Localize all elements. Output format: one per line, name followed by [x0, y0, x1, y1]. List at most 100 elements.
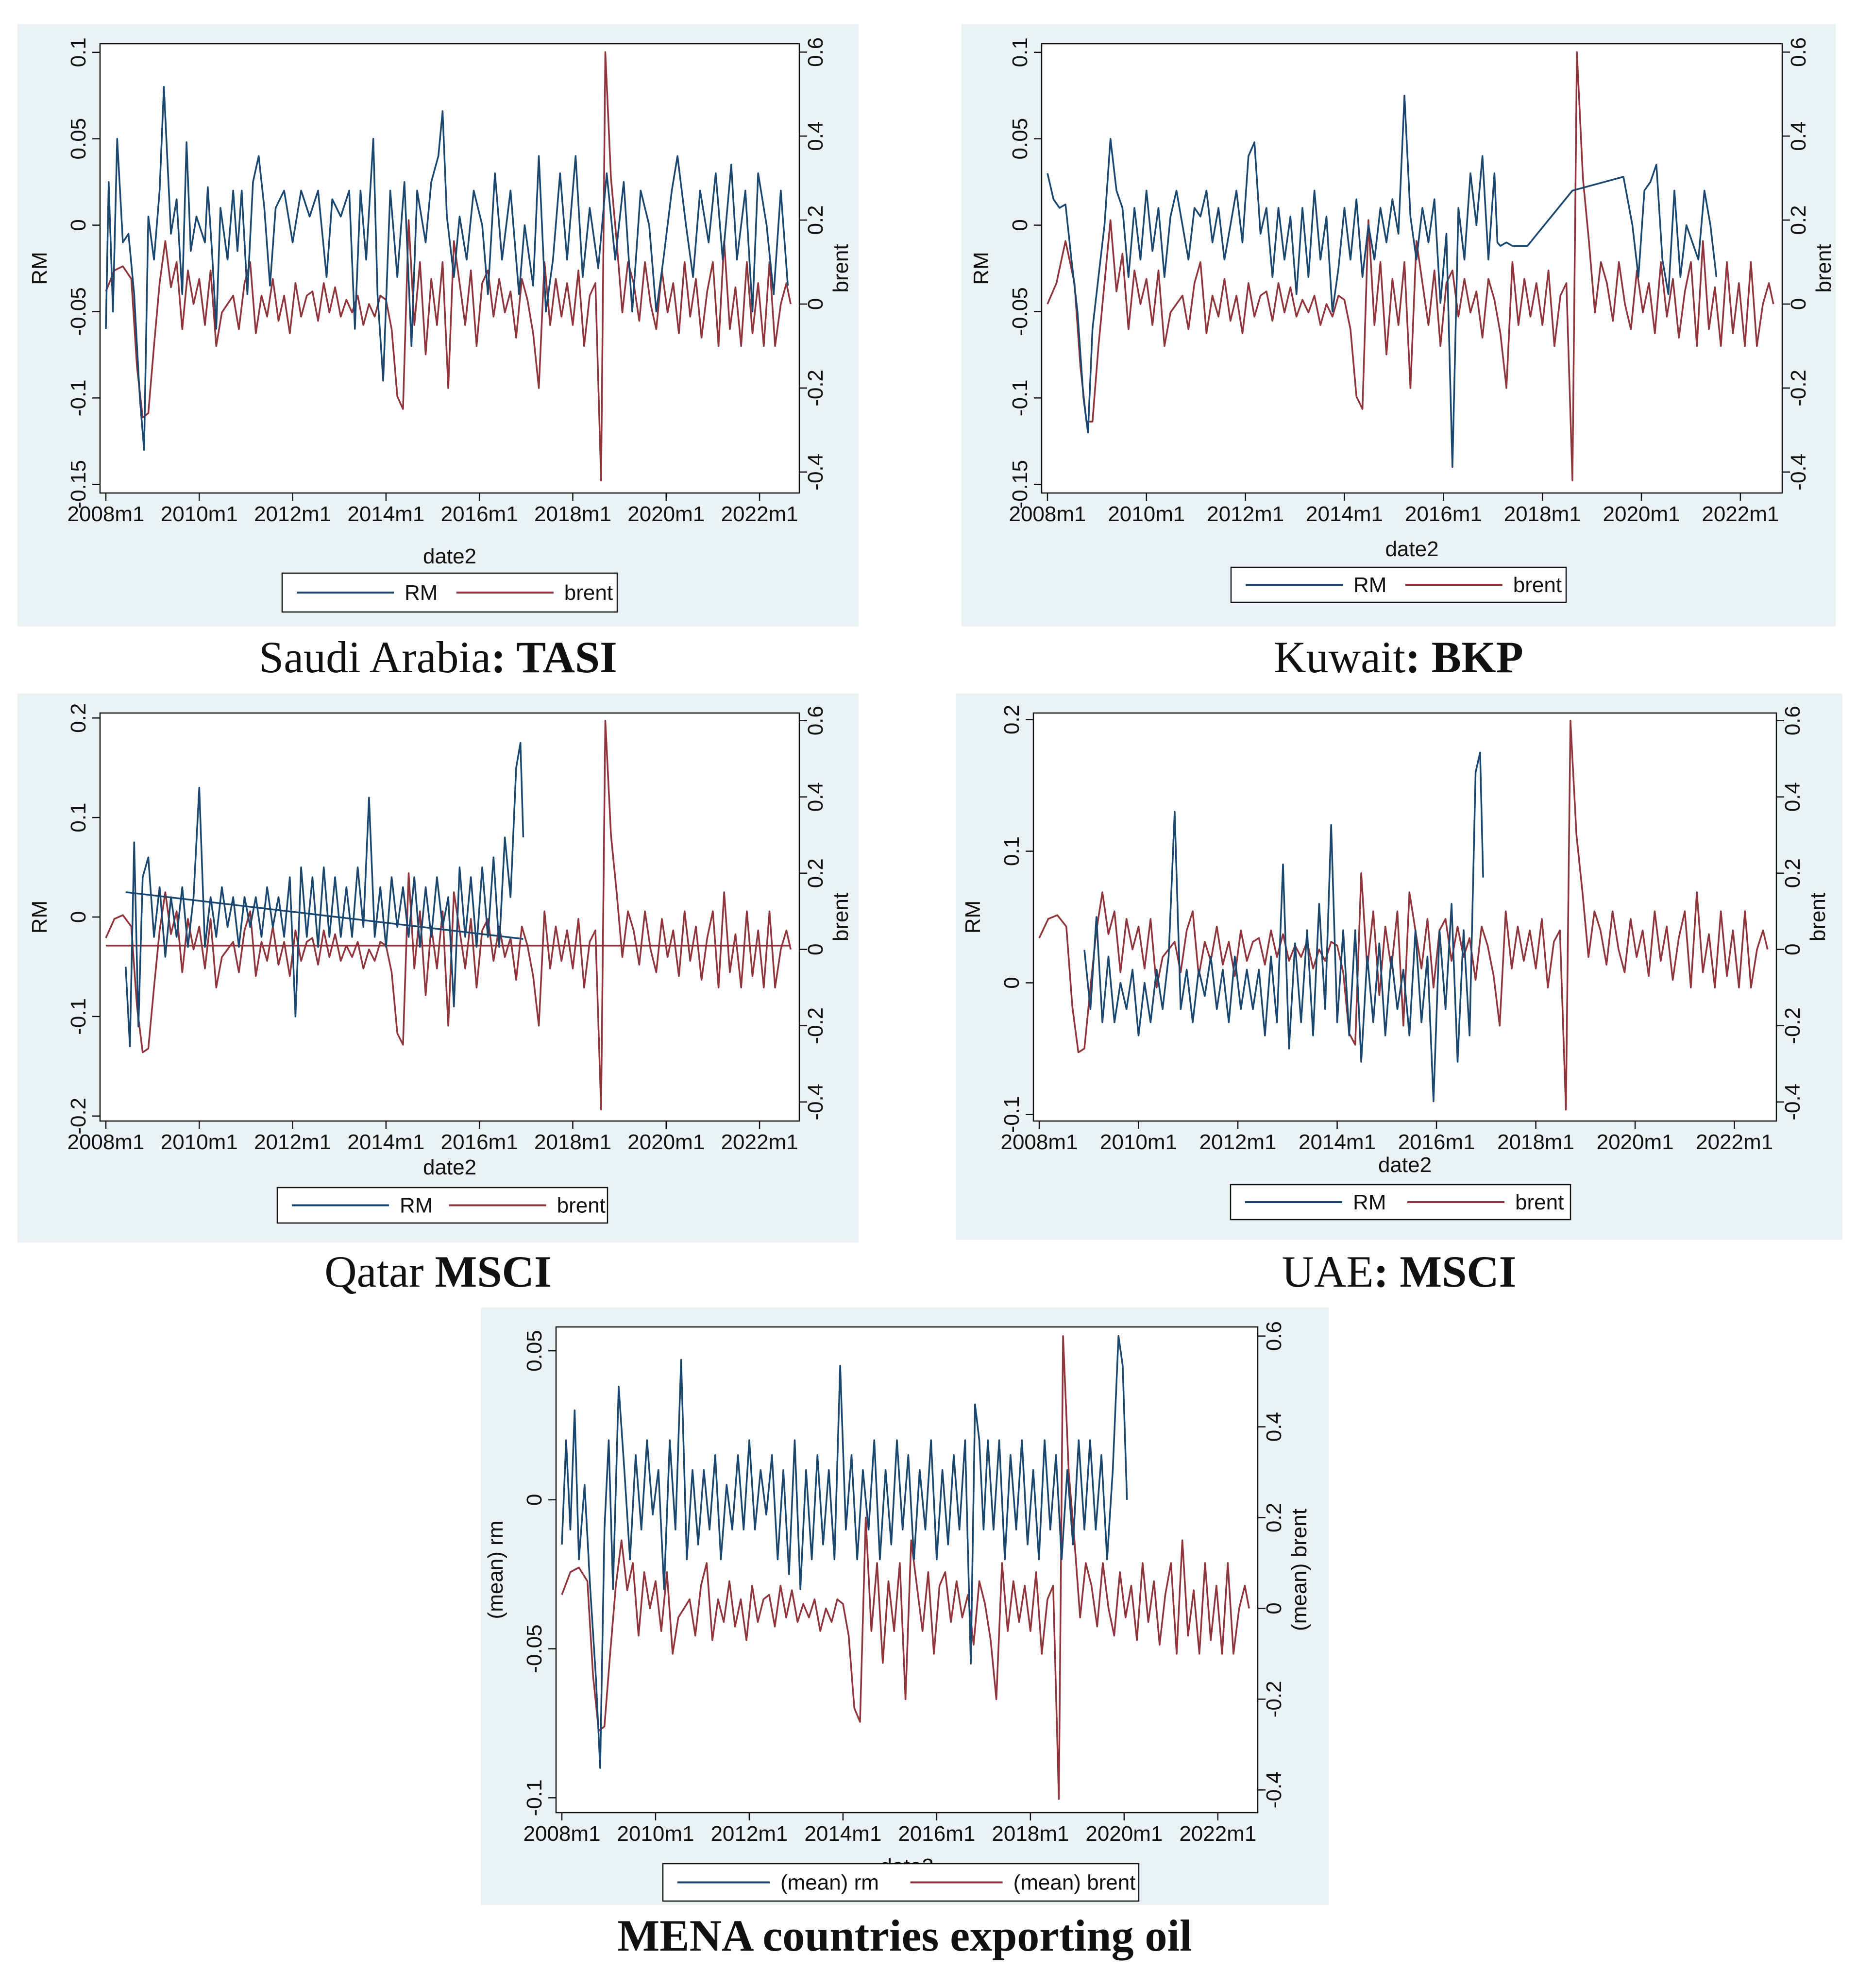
y-right-tick-label: 0	[1787, 298, 1810, 310]
y-left-tick-label: -0.1	[1000, 1096, 1024, 1133]
y-right-tick-label: 0.4	[1262, 1412, 1286, 1442]
x-tick-label: 2022m1	[721, 502, 798, 526]
x-tick-label: 2008m1	[523, 1822, 600, 1846]
y-left-tick-label: -0.05	[523, 1624, 546, 1673]
y-left-tick-label: 0.05	[523, 1330, 546, 1372]
caption-qatar-plain: Qatar	[324, 1247, 435, 1296]
x-axis-label: date2	[1385, 537, 1438, 561]
y-right-tick-label: -0.2	[804, 370, 827, 407]
series-line-brent	[105, 719, 792, 1111]
series-line-rm-trend	[125, 891, 523, 940]
y-left-tick-label: 0.2	[1000, 705, 1024, 734]
x-axis-label: date2	[423, 1155, 476, 1179]
legend-label-brent: brent	[564, 581, 613, 605]
x-tick-label: 2022m1	[1179, 1822, 1256, 1846]
y-right-tick-label: 0.6	[1262, 1321, 1286, 1351]
legend-label-rm: RM	[1353, 1190, 1386, 1214]
caption-saudi-arabia: Saudi Arabia: TASI	[17, 631, 859, 683]
x-tick-label: 2020m1	[1603, 502, 1680, 526]
y-left-tick-label: -0.1	[523, 1779, 546, 1816]
y-left-tick-label: 0.05	[1008, 118, 1032, 160]
caption-mena-bold: MENA countries exporting oil	[617, 1911, 1192, 1960]
x-axis-label: date2	[1378, 1153, 1432, 1177]
legend-label-rm: RM	[405, 581, 438, 605]
x-tick-label: 2010m1	[617, 1822, 694, 1846]
plot-area	[99, 43, 800, 494]
y-right-tick-label: 0.6	[1781, 706, 1805, 735]
y-left-axis-label: RM	[961, 901, 985, 934]
x-tick-label: 2022m1	[1702, 502, 1779, 526]
caption-mena: MENA countries exporting oil	[481, 1910, 1329, 1961]
caption-kuwait-bold: : BKP	[1405, 632, 1523, 682]
y-left-tick-label: 0.1	[67, 37, 90, 67]
chart-saudi-arabia: 2008m1 2010m1 2012m1 2014m1 2016m1 2018m1 2020…	[28, 37, 853, 613]
x-tick-label: 2010m1	[1100, 1130, 1177, 1154]
y-left-axis-label: RM	[28, 252, 51, 285]
caption-qatar: Qatar MSCI	[17, 1246, 859, 1297]
x-tick-label: 2010m1	[161, 1130, 238, 1154]
y-left-tick-label: 0.1	[1000, 836, 1024, 866]
x-tick-label: 2022m1	[1696, 1130, 1773, 1154]
legend-label-brent: (mean) brent	[1013, 1871, 1136, 1895]
y-right-tick-label: -0.4	[1262, 1771, 1286, 1808]
y-right-tick-label: 0.4	[804, 121, 827, 151]
y-right-tick-label: 0	[804, 298, 827, 310]
x-tick-label: 2008m1	[1000, 1130, 1078, 1154]
x-tick-label: 2012m1	[254, 1130, 331, 1154]
y-right-axis-label: brent	[829, 244, 853, 292]
y-left-tick-label: 0.1	[67, 803, 90, 833]
x-tick-label: 2020m1	[627, 1130, 705, 1154]
y-right-axis-label: brent	[1812, 244, 1836, 292]
y-left-tick-label: 0.2	[67, 703, 90, 733]
y-right-tick-label: 0	[804, 943, 827, 955]
y-right-tick-label: 0.2	[804, 858, 827, 888]
x-tick-label: 2022m1	[721, 1130, 798, 1154]
chart-qatar: 2008m1 2010m1 2012m1 2014m1 2016m1 2018m1 2020…	[28, 703, 853, 1224]
legend-label-brent: brent	[557, 1194, 606, 1218]
x-tick-label: 2008m1	[1009, 502, 1086, 526]
caption-uae-plain: UAE	[1282, 1247, 1374, 1296]
x-tick-label: 2016m1	[441, 1130, 518, 1154]
y-left-tick-label: -0.1	[67, 998, 90, 1035]
x-tick-label: 2012m1	[254, 502, 331, 526]
y-right-tick-label: 0.6	[1787, 37, 1810, 67]
x-tick-label: 2010m1	[161, 502, 238, 526]
series-line-rm	[1083, 751, 1484, 1103]
series-line-brent	[1047, 51, 1774, 481]
caption-uae: UAE: MSCI	[956, 1246, 1842, 1297]
y-right-tick-label: -0.2	[804, 1007, 827, 1044]
x-tick-label: 2012m1	[1207, 502, 1284, 526]
y-right-tick-label: 0	[1262, 1602, 1286, 1614]
y-right-tick-label: -0.2	[1787, 370, 1810, 407]
y-left-axis-label: RM	[28, 901, 51, 934]
y-right-tick-label: -0.2	[1781, 1007, 1805, 1044]
y-right-tick-label: 0.4	[1781, 782, 1805, 812]
caption-qatar-bold: MSCI	[435, 1247, 552, 1296]
legend-label-rm: RM	[1353, 573, 1386, 597]
x-tick-label: 2016m1	[441, 502, 518, 526]
y-right-tick-label: 0.6	[804, 37, 827, 67]
x-tick-label: 2012m1	[710, 1822, 788, 1846]
y-right-tick-label: 0.2	[1262, 1503, 1286, 1532]
x-tick-label: 2014m1	[1306, 502, 1383, 526]
y-right-tick-label: 0.2	[1781, 858, 1805, 888]
x-tick-label: 2014m1	[1299, 1130, 1376, 1154]
x-tick-label: 2008m1	[67, 1130, 144, 1154]
plot-area	[1041, 43, 1783, 494]
y-right-tick-label: 0.2	[804, 205, 827, 235]
y-left-tick-label: 0	[523, 1494, 546, 1506]
x-tick-label: 2018m1	[1497, 1130, 1574, 1154]
y-left-tick-label: 0	[67, 219, 90, 231]
series-line-rm	[125, 742, 524, 1048]
y-left-tick-label: -0.05	[1008, 287, 1032, 336]
x-tick-label: 2018m1	[534, 1130, 611, 1154]
y-right-tick-label: 0.6	[804, 706, 827, 735]
x-tick-label: 2018m1	[534, 502, 611, 526]
series-line--mean-brent	[561, 1335, 1250, 1800]
series-line-rm	[105, 86, 789, 451]
legend-label-brent: brent	[1513, 573, 1562, 597]
plot-area	[1032, 712, 1777, 1122]
x-tick-label: 2016m1	[1398, 1130, 1475, 1154]
caption-saudi-arabia-plain: Saudi Arabia	[259, 632, 491, 682]
series-line-rm	[1047, 94, 1718, 468]
